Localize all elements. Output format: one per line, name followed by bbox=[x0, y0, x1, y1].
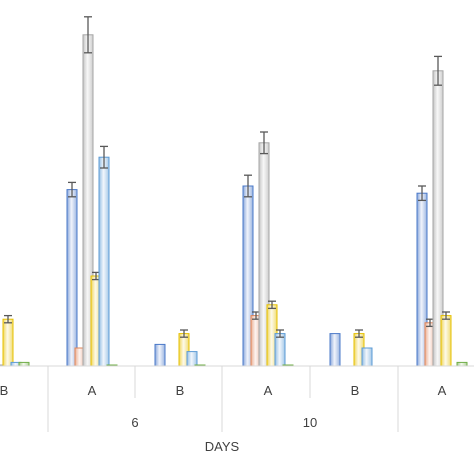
error-bar bbox=[84, 16, 92, 54]
error-bar bbox=[100, 145, 108, 169]
sub-category-label: A bbox=[88, 383, 97, 398]
group-label: 6 bbox=[131, 415, 138, 430]
error-bar bbox=[442, 311, 450, 320]
bar-lightblue-B bbox=[186, 351, 198, 367]
error-bar bbox=[4, 314, 12, 324]
x-axis bbox=[0, 365, 474, 432]
bar-green-A bbox=[456, 361, 468, 367]
bar-yellow-B bbox=[2, 318, 14, 367]
sub-category-label: A bbox=[438, 383, 447, 398]
error-bar bbox=[268, 300, 276, 310]
bar-green-B bbox=[18, 361, 30, 367]
x-axis-labels: B A B A B A 6 10 DAYS bbox=[0, 383, 447, 454]
bar-lightblue-A bbox=[98, 156, 110, 367]
bar-yellow-A bbox=[440, 315, 452, 367]
bar-blue-B bbox=[329, 333, 341, 367]
sub-category-label: A bbox=[264, 383, 273, 398]
error-bar bbox=[434, 55, 442, 86]
error-bar bbox=[180, 329, 188, 338]
sub-category-label: B bbox=[176, 383, 185, 398]
bar-lightblue-B bbox=[361, 347, 373, 367]
bar-lightblue-A bbox=[274, 333, 286, 367]
bar-blue-B bbox=[154, 343, 166, 367]
sub-category-label: B bbox=[0, 383, 8, 398]
error-bar bbox=[68, 181, 76, 198]
bars-layer bbox=[0, 16, 468, 367]
bar-blue-A bbox=[66, 189, 78, 367]
error-bar bbox=[244, 174, 252, 198]
error-bar bbox=[418, 185, 426, 202]
error-bar bbox=[276, 329, 284, 338]
x-axis-title: DAYS bbox=[205, 439, 240, 454]
sub-category-label: B bbox=[351, 383, 360, 398]
error-bar bbox=[260, 131, 268, 155]
group-label: 10 bbox=[303, 415, 317, 430]
error-bar bbox=[355, 329, 363, 338]
